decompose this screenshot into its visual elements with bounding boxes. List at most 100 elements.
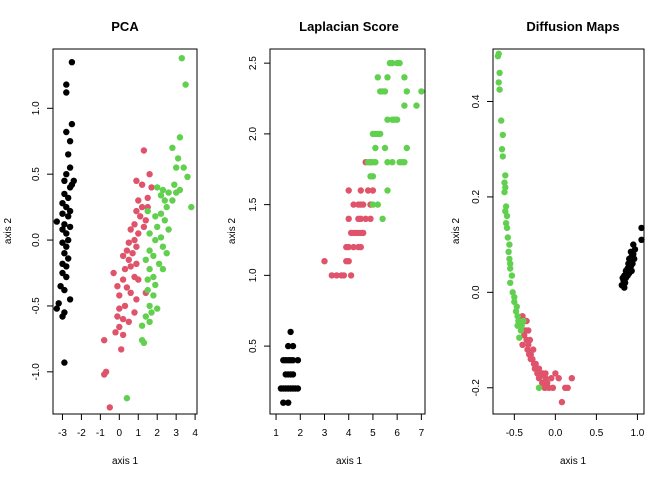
data-point-group2: [519, 341, 526, 348]
data-point-group2: [568, 375, 575, 382]
data-point-group3: [502, 184, 509, 191]
data-point-group3: [498, 117, 505, 124]
data-point-group1: [63, 263, 70, 270]
x-axis-label: axis 1: [112, 456, 139, 467]
data-point-group2: [110, 269, 117, 277]
y-tick-label: 0.5: [31, 167, 42, 181]
data-point-group3: [146, 247, 153, 254]
data-point-group3: [150, 292, 157, 299]
data-point-group2: [125, 318, 132, 325]
data-point-group2: [364, 187, 372, 194]
data-point-group1: [66, 296, 74, 303]
data-point-group2: [328, 272, 335, 279]
y-tick-label: 1.5: [248, 197, 259, 211]
data-point-group3: [146, 265, 153, 273]
panel-title: Laplacian Score: [299, 19, 399, 34]
data-point-group2: [127, 289, 134, 296]
data-point-group1: [63, 89, 70, 96]
data-point-group3: [188, 203, 195, 211]
data-point-group1: [59, 210, 66, 217]
y-tick-label: 2.5: [248, 56, 259, 70]
data-point-group3: [138, 337, 146, 344]
data-point-group2: [133, 207, 140, 215]
y-tick-label: 1.0: [31, 101, 42, 115]
data-point-group2: [144, 194, 151, 202]
data-point-group1: [285, 399, 292, 406]
y-tick-label: 0.0: [471, 285, 482, 299]
panel-title: PCA: [111, 19, 139, 34]
data-point-group3: [372, 144, 379, 152]
data-point-group3: [496, 86, 503, 93]
data-point-group2: [119, 315, 127, 323]
data-point-group1: [630, 241, 637, 248]
x-axis-label: axis 1: [336, 456, 363, 467]
data-point-group3: [418, 88, 425, 95]
data-point-group1: [285, 342, 292, 350]
x-tick-label: -3: [58, 428, 67, 439]
x-tick-label: -2: [77, 428, 86, 439]
data-point-group1: [66, 164, 74, 171]
data-point-group3: [150, 273, 157, 281]
data-point-group1: [53, 218, 60, 225]
data-point-group2: [133, 177, 140, 184]
data-point-group2: [527, 355, 534, 363]
data-point-group1: [63, 273, 70, 281]
data-point-group2: [535, 375, 543, 382]
data-point-group2: [101, 337, 108, 344]
data-point-group2: [362, 215, 369, 222]
data-point-group3: [511, 298, 518, 306]
data-point-group3: [182, 81, 189, 88]
data-point-group3: [513, 303, 520, 310]
data-point-group3: [159, 243, 167, 250]
data-point-group1: [66, 138, 74, 145]
data-point-group2: [119, 276, 127, 283]
data-point-group1: [59, 239, 66, 246]
data-point-group2: [350, 243, 357, 251]
data-point-group2: [148, 184, 155, 191]
data-point-group3: [173, 189, 180, 196]
data-point-group3: [393, 116, 401, 123]
data-point-group2: [521, 332, 528, 339]
data-point-group2: [526, 336, 534, 344]
data-point-group3: [503, 212, 511, 220]
data-point-group1: [65, 194, 72, 202]
data-point-group2: [116, 323, 123, 331]
data-point-group1: [65, 236, 72, 244]
points: [494, 50, 645, 406]
data-point-group2: [340, 272, 348, 279]
data-point-group3: [144, 276, 151, 283]
data-point-group3: [157, 192, 165, 199]
data-point-group3: [155, 260, 163, 267]
data-point-group3: [142, 313, 149, 320]
data-point-group1: [66, 223, 74, 231]
data-point-group2: [369, 187, 377, 194]
y-axis: -0.2 0.0 0.2 0.4: [471, 94, 494, 396]
data-point-group3: [403, 88, 410, 95]
data-point-group3: [520, 317, 527, 325]
data-point-group3: [161, 197, 168, 204]
data-point-group3: [154, 305, 161, 312]
data-point-group3: [511, 293, 518, 301]
data-point-group2: [121, 302, 129, 310]
data-point-group3: [379, 215, 386, 222]
data-point-group1: [53, 305, 60, 312]
data-point-group3: [495, 79, 502, 86]
data-point-group2: [123, 247, 131, 254]
data-point-group2: [544, 379, 551, 387]
data-point-group1: [59, 313, 66, 320]
data-point-group2: [343, 258, 350, 265]
x-axis: 1 2 3 4 5 6 7: [273, 413, 425, 439]
data-point-group2: [519, 313, 526, 320]
data-point-group3: [148, 309, 155, 316]
x-tick-label: 1: [135, 428, 141, 439]
data-point-group2: [138, 203, 146, 211]
data-point-group2: [350, 201, 357, 208]
data-point-group3: [159, 265, 167, 273]
data-point-group2: [357, 215, 364, 222]
data-point-group1: [66, 207, 74, 215]
x-tick-label: 5: [370, 428, 376, 439]
data-point-group1: [289, 342, 297, 350]
data-point-group2: [542, 375, 549, 382]
y-tick-label: 2.0: [248, 126, 259, 140]
